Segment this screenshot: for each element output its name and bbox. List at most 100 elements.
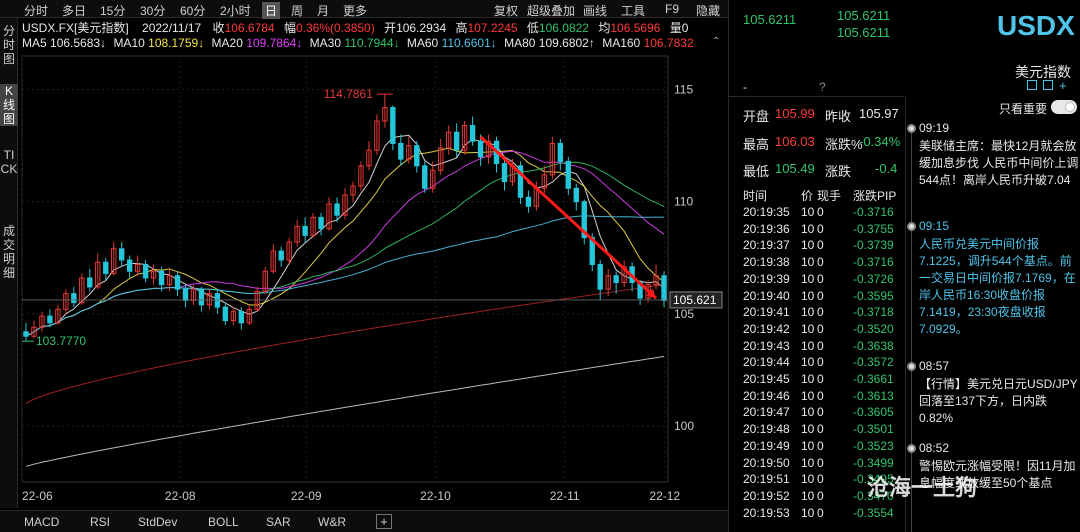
- overlay-button[interactable]: 超级叠加: [527, 4, 576, 18]
- tab-period-0[interactable]: 分时: [24, 4, 49, 18]
- tick-time: 20:19:41: [743, 305, 790, 320]
- tick-time: 20:19:50: [743, 455, 790, 470]
- last-price-box: [669, 291, 723, 309]
- tab-period-3[interactable]: 30分: [140, 4, 166, 18]
- tick-time: 20:19:53: [743, 505, 790, 520]
- tick-vol: 0: [817, 388, 824, 403]
- news-time: 09:15: [919, 219, 950, 233]
- candle-body: [174, 275, 181, 290]
- tab-tick[interactable]: TICK: [0, 148, 18, 176]
- tick-vol: 0: [817, 472, 824, 487]
- tab-period-2[interactable]: 15分: [100, 4, 126, 18]
- open-value: 105.99: [775, 106, 815, 121]
- candle-body: [581, 201, 587, 239]
- news-time: 08:57: [919, 359, 950, 373]
- tick-time: 20:19:44: [743, 355, 790, 370]
- tab-period-day[interactable]: 日: [262, 2, 281, 19]
- hide-button[interactable]: 隐藏: [696, 4, 721, 18]
- ma60-value: 110.6601↓: [441, 36, 497, 50]
- help-icon[interactable]: ?: [819, 80, 826, 94]
- candle-body: [438, 147, 444, 171]
- candle-body: [31, 326, 37, 337]
- candle-body: [158, 270, 165, 286]
- ma30-label: MA30: [309, 36, 342, 50]
- candle-body: [517, 165, 524, 198]
- tick-pip: -0.3595: [853, 288, 894, 303]
- candle-body: [525, 196, 532, 207]
- tick-pip: -0.3661: [853, 372, 894, 386]
- tick-vol: 0: [817, 488, 824, 503]
- candle-body: [294, 225, 300, 243]
- timeline-dot-icon: [907, 124, 916, 133]
- tab-boll[interactable]: BOLL: [208, 515, 239, 529]
- draw-line-button[interactable]: 画线: [583, 4, 608, 18]
- edit-icon[interactable]: [1027, 80, 1037, 90]
- tab-sar[interactable]: SAR: [266, 515, 291, 529]
- plot-frame: [21, 55, 669, 483]
- candle-body: [445, 131, 452, 149]
- left-view-tabs: 分时图 K线图 TICK 成交明细: [0, 18, 18, 508]
- ma80-label: MA80: [504, 36, 536, 50]
- tab-kline[interactable]: K线图: [0, 84, 18, 126]
- ma60-label: MA60: [406, 36, 439, 50]
- add-icon[interactable]: +: [1059, 78, 1067, 93]
- news-item[interactable]: 美联储主席：最快12月就会放缓加息步伐 人民币中间价上调544点！离岸人民币升破…: [919, 139, 1079, 187]
- collapse-icon[interactable]: ⌃: [712, 36, 721, 47]
- news-item[interactable]: 人民币兑美元中间价报7.1225，调升544个基点。前一交易日中间价报7.176…: [919, 237, 1076, 336]
- tab-period-4[interactable]: 60分: [180, 4, 206, 18]
- tab-period-5[interactable]: 2小时: [220, 4, 251, 18]
- open-label: 开: [384, 21, 397, 35]
- candle-body: [422, 165, 428, 189]
- add-indicator-icon[interactable]: +: [376, 514, 392, 529]
- x-tick-label: 22-12: [649, 489, 680, 503]
- watermark: 沧海一土狗: [867, 475, 978, 500]
- f9-button[interactable]: F9: [665, 2, 680, 16]
- tick-price: 10: [801, 321, 815, 336]
- ma160-line: [25, 284, 665, 404]
- tab-period-7[interactable]: 周: [291, 4, 304, 18]
- candle-body: [246, 308, 252, 324]
- adjust-button[interactable]: 复权: [494, 4, 519, 18]
- tick-price: 10: [801, 355, 815, 370]
- tab-period-8[interactable]: 月: [317, 4, 330, 18]
- tab-period-1[interactable]: 多日: [62, 4, 87, 18]
- tick-vol: 0: [817, 338, 824, 353]
- tick-price: 10: [801, 338, 815, 353]
- tab-wr[interactable]: W&R: [318, 515, 346, 529]
- high-value: 106.03: [775, 134, 815, 149]
- candle-body: [238, 311, 245, 324]
- tick-pip: -0.3716: [853, 255, 894, 270]
- candle-body: [565, 160, 572, 189]
- last-price-left: 105.6211: [743, 12, 797, 27]
- tab-rsi[interactable]: RSI: [90, 515, 111, 529]
- tick-pip: -0.3470: [853, 488, 894, 503]
- tab-trade-detail[interactable]: 成交明细: [2, 224, 15, 280]
- low-label: 低: [526, 21, 539, 35]
- change-pct-value: -0.34%: [859, 134, 901, 149]
- candle-body: [453, 131, 460, 151]
- candle-body: [166, 275, 173, 286]
- news-item[interactable]: 警惕欧元涨幅受限！因11月加息幅度或放缓至50个基点: [919, 459, 1076, 490]
- candle-body: [597, 264, 603, 290]
- tab-macd[interactable]: MACD: [24, 515, 60, 529]
- candle-body: [134, 264, 141, 272]
- chart-grid: [21, 55, 669, 483]
- tab-stddev[interactable]: StdDev: [138, 515, 178, 529]
- tab-timeshare[interactable]: 分时图: [2, 24, 15, 66]
- only-important-toggle[interactable]: [1051, 100, 1077, 114]
- min-price-label: 103.7770: [36, 334, 86, 348]
- tools-button[interactable]: 工具: [621, 4, 646, 18]
- copy-icon[interactable]: [1043, 80, 1053, 90]
- candle-body: [254, 290, 260, 310]
- candle-body: [469, 125, 476, 142]
- indicator-tabs: MACD RSI StdDev BOLL SAR W&R +: [0, 510, 728, 532]
- ma5-label: MA5: [22, 36, 47, 50]
- tab-period-more[interactable]: 更多: [343, 4, 368, 18]
- tick-time: 20:19:37: [743, 238, 790, 253]
- tick-col-time: 时间: [743, 189, 768, 203]
- candle-body: [390, 107, 396, 144]
- tick-pip: -0.3499: [853, 455, 894, 470]
- news-item[interactable]: 【行情】美元兑日元USD/JPY回落至137下方，日内跌0.82%: [919, 377, 1078, 425]
- tick-pip: -0.3613: [853, 388, 894, 403]
